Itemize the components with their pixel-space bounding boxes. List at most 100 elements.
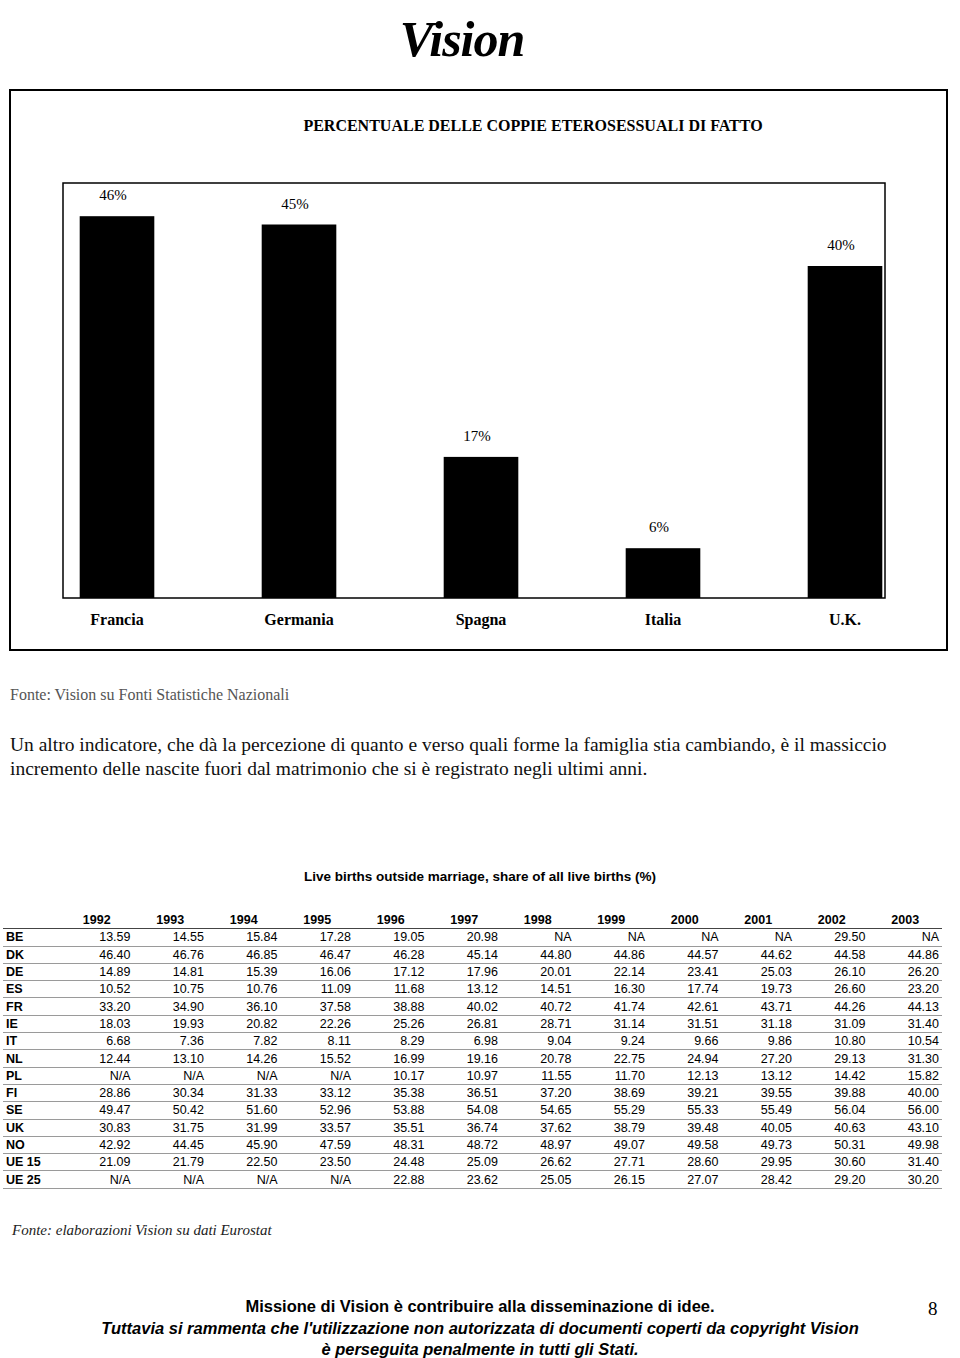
data-label: 45% (281, 196, 309, 212)
table-cell: 44.13 (869, 998, 943, 1015)
table-cell: 31.09 (795, 1015, 869, 1032)
plot-frame (63, 183, 885, 598)
table-cell: 53.88 (354, 1102, 428, 1119)
table-cell: 38.69 (575, 1084, 649, 1101)
outer-border (10, 90, 947, 650)
table-cell: 24.48 (354, 1154, 428, 1171)
table-cell: 22.50 (207, 1154, 281, 1171)
column-header: 1998 (501, 912, 575, 929)
table-cell: 49.47 (60, 1102, 134, 1119)
table-cell: 9.04 (501, 1033, 575, 1050)
table-cell: 28.86 (60, 1084, 134, 1101)
table-cell: 23.20 (869, 981, 943, 998)
table-cell: 44.86 (869, 946, 943, 963)
table-cell: 49.73 (722, 1136, 796, 1153)
table-cell: 49.98 (869, 1136, 943, 1153)
table-cell: 37.58 (281, 998, 355, 1015)
table-cell: 25.05 (501, 1171, 575, 1188)
table-cell: 27.71 (575, 1154, 649, 1171)
table-cell: 35.38 (354, 1084, 428, 1101)
table-cell: 19.73 (722, 981, 796, 998)
table-cell: 30.60 (795, 1154, 869, 1171)
table-cell: N/A (60, 1171, 134, 1188)
bar (444, 457, 519, 598)
x-tick: Germania (264, 611, 333, 628)
footer-line: è perseguita penalmente in tutti gli Sta… (0, 1339, 960, 1358)
x-axis: FranciaGermaniaSpagnaItaliaU.K. (27, 599, 937, 630)
table-cell: 17.96 (428, 963, 502, 980)
x-tick-label: Germania (264, 611, 333, 628)
table-cell: 7.36 (134, 1033, 208, 1050)
table-cell: 22.14 (575, 963, 649, 980)
column-header: 2001 (722, 912, 796, 929)
table-cell: 14.81 (134, 963, 208, 980)
table-cell: 15.82 (869, 1067, 943, 1084)
table-cell: 48.72 (428, 1136, 502, 1153)
table-cell: 20.01 (501, 963, 575, 980)
table-cell: 39.88 (795, 1084, 869, 1101)
table-cell: 17.12 (354, 963, 428, 980)
table-cell: 50.42 (134, 1102, 208, 1119)
page-number: 8 (928, 1298, 938, 1320)
x-tick-label: U.K. (829, 611, 861, 628)
column-header: 1995 (281, 912, 355, 929)
table-cell: 31.51 (648, 1015, 722, 1032)
bar (626, 548, 701, 598)
table-cell: 41.74 (575, 998, 649, 1015)
row-label: FR (3, 998, 60, 1015)
table-cell: 16.30 (575, 981, 649, 998)
table-cell: 14.51 (501, 981, 575, 998)
table-cell: NA (575, 929, 649, 946)
table-cell: 22.75 (575, 1050, 649, 1067)
table-cell: 44.80 (501, 946, 575, 963)
x-axis-line (27, 598, 937, 599)
table-cell: 47.59 (281, 1136, 355, 1153)
table-cell: 18.03 (60, 1015, 134, 1032)
table-cell: N/A (134, 1067, 208, 1084)
table-cell: 36.10 (207, 998, 281, 1015)
table-cell: 56.04 (795, 1102, 869, 1119)
row-label: IE (3, 1015, 60, 1032)
table-cell: 20.82 (207, 1015, 281, 1032)
table-cell: 19.16 (428, 1050, 502, 1067)
row-label: NO (3, 1136, 60, 1153)
table-cell: 10.54 (869, 1033, 943, 1050)
table-cell: 26.15 (575, 1171, 649, 1188)
table-cell: 17.28 (281, 929, 355, 946)
corner-cell (3, 912, 60, 929)
row-label: PL (3, 1067, 60, 1084)
data-label: 17% (463, 428, 491, 444)
table-cell: 13.10 (134, 1050, 208, 1067)
table-cell: N/A (60, 1067, 134, 1084)
table-cell: 7.82 (207, 1033, 281, 1050)
table-cell: 44.45 (134, 1136, 208, 1153)
table-cell: 11.55 (501, 1067, 575, 1084)
table-cell: 46.47 (281, 946, 355, 963)
table-cell: 31.33 (207, 1084, 281, 1101)
table-cell: 17.74 (648, 981, 722, 998)
table-cell: 38.88 (354, 998, 428, 1015)
table-cell: 54.65 (501, 1102, 575, 1119)
table-cell: 6.98 (428, 1033, 502, 1050)
table: 1992199319941995199619971998199920002001… (3, 912, 942, 1189)
bar (808, 266, 883, 598)
table-cell: 46.40 (60, 946, 134, 963)
table-cell: 10.97 (428, 1067, 502, 1084)
chart-title: PERCENTUALE DELLE COPPIE ETEROSESSUALI D… (303, 117, 762, 134)
table-cell: 26.60 (795, 981, 869, 998)
table-cell: 25.09 (428, 1154, 502, 1171)
x-tick: U.K. (829, 611, 861, 628)
table-row: NL12.4413.1014.2615.5216.9919.1620.7822.… (3, 1050, 942, 1067)
data-label: 40% (827, 237, 855, 253)
table-cell: 23.41 (648, 963, 722, 980)
table-cell: 25.03 (722, 963, 796, 980)
x-tick: Spagna (456, 611, 507, 629)
table-cell: 28.42 (722, 1171, 796, 1188)
footer: Missione di Vision è contribuire alla di… (0, 1296, 960, 1358)
footer-line: Missione di Vision è contribuire alla di… (0, 1296, 960, 1318)
table-cell: 15.84 (207, 929, 281, 946)
table-cell: 12.44 (60, 1050, 134, 1067)
x-tick-label: Spagna (456, 611, 507, 629)
table-cell: 31.18 (722, 1015, 796, 1032)
row-label: UE 25 (3, 1171, 60, 1188)
